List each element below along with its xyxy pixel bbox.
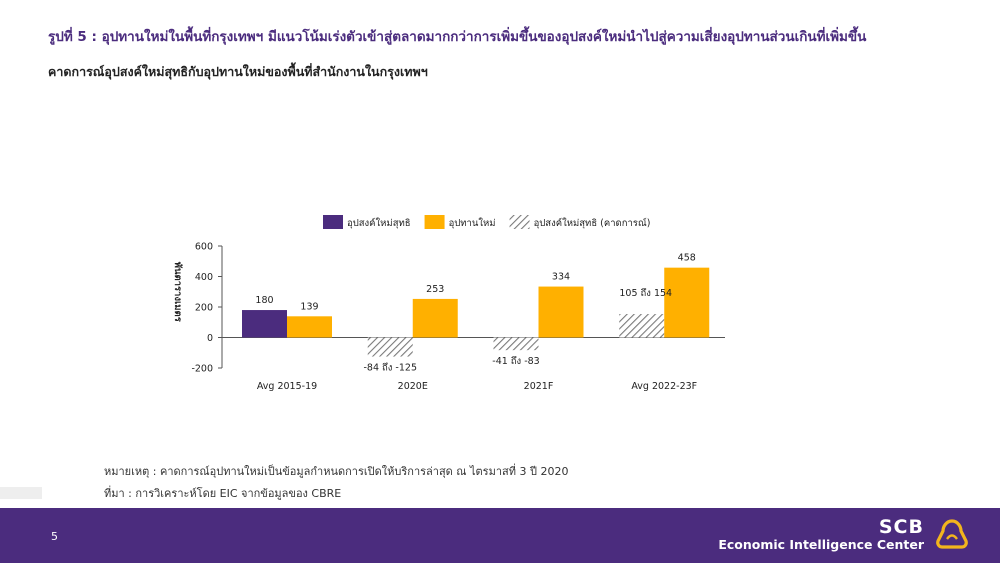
bar-new-supply [538, 286, 584, 338]
chart-source: ที่มา : การวิเคราะห์โดย EIC จากข้อมูลของ… [104, 487, 342, 500]
data-label: 458 [678, 253, 696, 264]
y-tick-label: 0 [207, 333, 213, 344]
chart-subtitle: คาดการณ์อุปสงค์ใหม่สุทธิกับอุปทานใหม่ของ… [48, 64, 428, 79]
legend-swatch [424, 215, 445, 229]
page-number: 5 [51, 530, 58, 543]
bar-net-demand-forecast [493, 337, 539, 351]
legend-label: อุปสงค์ใหม่สุทธิ [347, 217, 411, 229]
bar-new-supply [664, 267, 710, 338]
y-tick-label: 400 [195, 272, 213, 283]
legend-swatch [509, 215, 530, 229]
legend-label: อุปสงค์ใหม่สุทธิ (คาดการณ์) [534, 217, 651, 229]
data-label: 139 [300, 301, 318, 312]
decorative-strip [0, 487, 42, 499]
x-tick-label: Avg 2022-23F [631, 381, 697, 392]
legend-swatch [323, 215, 343, 229]
y-tick-label: 600 [195, 242, 213, 253]
data-label: 180 [255, 295, 273, 306]
brand-name: SCB [878, 516, 924, 538]
data-label: 253 [426, 284, 444, 295]
brand-subtitle: Economic Intelligence Center [718, 537, 924, 552]
x-tick-label: Avg 2015-19 [257, 381, 317, 392]
x-tick-label: 2021F [524, 381, 554, 392]
y-axis-title: พันตารางเมตร [172, 262, 183, 323]
y-tick-label: 200 [195, 303, 213, 314]
bar-new-supply [287, 316, 332, 338]
data-label: -84 ถึง -125 [363, 363, 417, 374]
bar-net-demand-forecast [619, 314, 665, 338]
x-tick-label: 2020E [398, 381, 428, 392]
bar-new-supply [412, 298, 458, 338]
bar-net-demand-forecast [367, 337, 413, 357]
page-title: รูปที่ 5 : อุปทานใหม่ในพื้นที่กรุงเทพฯ ม… [48, 29, 867, 45]
footer-bar: 5 SCB Economic Intelligence Center [0, 508, 1000, 563]
bar-net-demand [242, 310, 287, 338]
legend-label: อุปทานใหม่ [449, 217, 496, 229]
brand-block: SCB Economic Intelligence Center [718, 517, 924, 553]
chart-remark: หมายเหตุ : คาดการณ์อุปทานใหม่เป็นข้อมูลก… [104, 465, 569, 478]
data-label: -41 ถึง -83 [492, 356, 539, 367]
y-tick-label: -200 [191, 364, 213, 375]
data-label: 334 [552, 272, 570, 283]
scb-shell-logo-icon [936, 519, 968, 549]
data-label: 105 ถึง 154 [619, 288, 672, 299]
